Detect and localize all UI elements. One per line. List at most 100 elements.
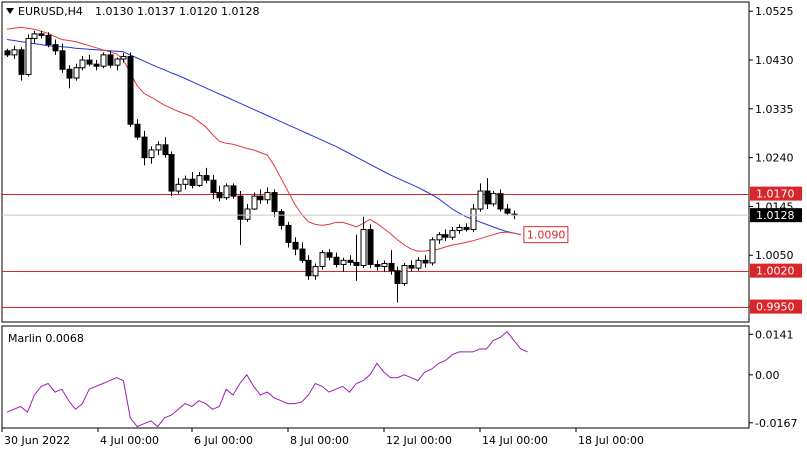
candle	[292, 237, 299, 256]
candle-body-bear	[353, 261, 360, 266]
candle-body-bear	[189, 178, 196, 186]
candle-body-bear	[230, 185, 237, 197]
oscillator-series-line	[6, 330, 528, 428]
candle-body-bull	[436, 234, 443, 241]
candle-body-bear	[326, 252, 333, 258]
candle	[305, 255, 312, 280]
oscillator-axis: 0.0141 0.00 -0.0167	[749, 328, 797, 430]
candle	[319, 250, 326, 270]
time-tick-label: 12 Jul 00:00	[386, 434, 452, 447]
candle	[141, 130, 148, 166]
level-price-tag	[750, 186, 802, 201]
candle	[120, 52, 127, 63]
ma-value-tag	[523, 226, 569, 244]
candle-body-bear	[278, 211, 285, 226]
price-tick-label: 1.0335	[755, 103, 794, 116]
candle-body-bear	[305, 259, 312, 277]
oscillator-line	[6, 330, 528, 428]
candle	[449, 226, 456, 240]
candle	[45, 32, 52, 48]
candle	[456, 224, 463, 234]
candle	[374, 260, 381, 271]
candle	[264, 187, 271, 204]
candle	[79, 55, 86, 71]
candle	[107, 50, 114, 68]
candle	[347, 255, 354, 266]
candle	[388, 250, 395, 275]
current-price-tag	[750, 208, 802, 223]
ma-value-tag-label: 1.0090	[527, 229, 566, 242]
candle-body-bull	[264, 192, 271, 201]
candle	[353, 234, 360, 281]
price-tick-label: 1.0525	[755, 5, 794, 18]
candle-body-bear	[271, 192, 278, 213]
candle-body-bull	[415, 259, 422, 269]
candle	[86, 54, 93, 67]
candle	[148, 146, 155, 164]
ohlc-values: 1.0130 1.0137 1.0120 1.0128	[95, 5, 259, 18]
candle	[470, 203, 477, 233]
candle-body-bull	[360, 229, 367, 266]
candle-body-bull	[251, 195, 258, 210]
candle	[367, 224, 374, 269]
candle-body-bull	[100, 54, 107, 67]
oscillator-label: Marlin 0.0068	[8, 332, 84, 345]
candle	[4, 48, 11, 57]
candle-body-bear	[93, 63, 100, 67]
candle	[422, 255, 429, 268]
candle	[401, 262, 408, 287]
candle	[196, 172, 203, 187]
candle-body-bear	[168, 154, 175, 192]
candle-body-bull	[490, 193, 497, 205]
candle-body-bull	[470, 208, 477, 231]
candle-body-bear	[285, 224, 292, 243]
price-axis: 1.05251.04301.03351.02401.01451.00500.99…	[2, 5, 802, 314]
candle-body-bull	[31, 33, 38, 39]
price-tick-label: 1.0430	[755, 54, 794, 67]
candle	[38, 30, 45, 39]
candle-body-bear	[127, 55, 134, 125]
candle-body-bear	[292, 241, 299, 250]
candle-body-bear	[347, 259, 354, 263]
candle-body-bear	[299, 248, 306, 261]
candle-body-bear	[107, 54, 114, 66]
oscillator-tick-label: 0.0141	[755, 328, 794, 341]
candle	[340, 257, 347, 272]
candle	[442, 229, 449, 241]
candle-body-bear	[394, 270, 401, 284]
candle	[52, 39, 59, 55]
candle	[271, 189, 278, 217]
candle	[504, 203, 511, 216]
candle	[114, 57, 121, 71]
candle	[278, 208, 285, 230]
candle-body-bear	[52, 44, 59, 52]
level-price-tag	[750, 263, 802, 278]
oscillator-panel-frame	[1, 325, 750, 429]
candle	[477, 183, 484, 212]
candle	[18, 47, 25, 81]
candle-body-bear	[203, 175, 210, 181]
candle	[408, 260, 415, 272]
candle-body-bear	[210, 179, 217, 194]
current-price-tag-label: 1.0128	[756, 209, 795, 222]
candle-body-bear	[367, 229, 374, 265]
candle	[93, 60, 100, 71]
time-tick-label: 18 Jul 00:00	[578, 434, 644, 447]
candle	[100, 52, 107, 69]
candles	[4, 30, 518, 303]
candle	[497, 189, 504, 212]
symbol-dropdown-icon[interactable]	[6, 8, 14, 14]
candle-body-bear	[257, 195, 264, 201]
candle-body-bear	[134, 123, 141, 138]
candle-body-bear	[59, 50, 66, 70]
price-tick-label: 1.0050	[755, 249, 794, 262]
oscillator-tick-label: -0.0167	[755, 417, 797, 430]
candle	[203, 167, 210, 184]
candle-body-bull	[456, 226, 463, 232]
candle-body-bull	[155, 144, 162, 151]
candle	[66, 65, 73, 89]
level-price-tag-label: 1.0170	[756, 188, 795, 201]
candle-body-bear	[86, 59, 93, 65]
candle	[189, 172, 196, 189]
candle-body-bull	[79, 59, 86, 69]
